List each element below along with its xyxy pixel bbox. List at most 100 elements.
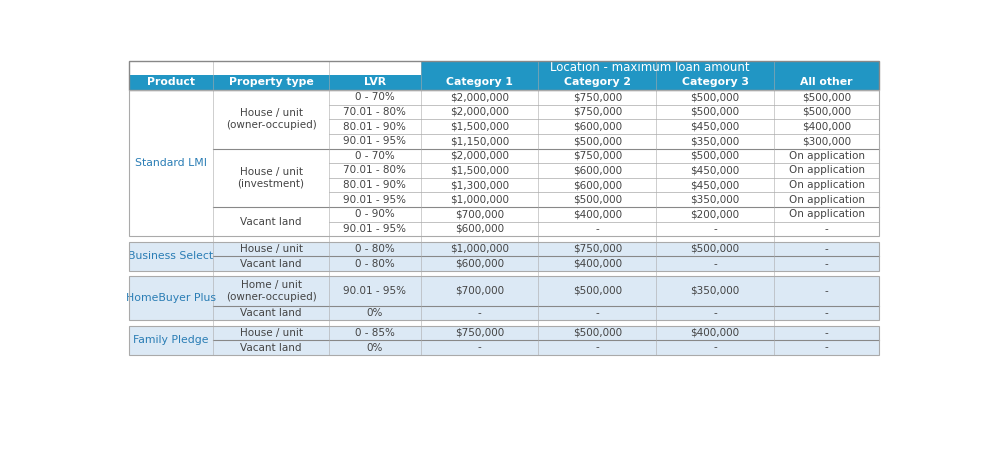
Text: 0%: 0% — [367, 343, 383, 353]
Bar — [774, 326, 880, 340]
Text: On application: On application — [789, 195, 865, 205]
Text: HomeBuyer Plus: HomeBuyer Plus — [126, 293, 216, 303]
Bar — [420, 61, 880, 74]
Bar — [330, 340, 420, 355]
Text: Location - maximum loan amount: Location - maximum loan amount — [550, 61, 750, 74]
Bar — [330, 74, 420, 90]
Bar — [129, 326, 213, 355]
Bar — [129, 90, 880, 237]
Bar — [656, 148, 774, 163]
Bar — [420, 207, 538, 222]
Text: $500,000: $500,000 — [802, 107, 851, 117]
Bar — [129, 242, 880, 271]
Bar — [213, 242, 330, 256]
Text: -: - — [477, 343, 481, 353]
Bar — [129, 90, 880, 237]
Text: 90.01 - 95%: 90.01 - 95% — [343, 195, 406, 205]
Text: Category 1: Category 1 — [446, 77, 513, 87]
Text: All other: All other — [800, 77, 853, 87]
Bar — [129, 326, 880, 355]
Bar — [538, 340, 656, 355]
Bar — [656, 222, 774, 237]
Bar — [774, 74, 880, 90]
Bar — [420, 276, 538, 306]
Text: 90.01 - 95%: 90.01 - 95% — [343, 286, 406, 296]
Text: 90.01 - 95%: 90.01 - 95% — [343, 136, 406, 146]
Text: 80.01 - 90%: 80.01 - 90% — [343, 121, 406, 132]
Bar — [420, 74, 538, 90]
Text: Vacant land: Vacant land — [240, 343, 302, 353]
Text: $400,000: $400,000 — [691, 328, 740, 338]
Bar — [330, 105, 420, 119]
Text: On application: On application — [789, 180, 865, 190]
Bar — [129, 242, 213, 271]
Text: $1,150,000: $1,150,000 — [450, 136, 509, 146]
Bar — [420, 163, 538, 178]
Bar — [420, 134, 538, 148]
Bar — [129, 276, 213, 320]
Text: $500,000: $500,000 — [691, 92, 740, 102]
Text: $350,000: $350,000 — [691, 136, 740, 146]
Bar — [774, 119, 880, 134]
Text: -: - — [825, 259, 829, 269]
Bar — [774, 306, 880, 320]
Bar — [330, 90, 420, 105]
Text: $300,000: $300,000 — [802, 136, 851, 146]
Text: $1,500,000: $1,500,000 — [450, 165, 509, 175]
Text: $1,000,000: $1,000,000 — [450, 195, 509, 205]
Bar — [330, 222, 420, 237]
Bar — [420, 326, 538, 340]
Text: House / unit: House / unit — [239, 244, 302, 254]
Bar — [656, 178, 774, 192]
Bar — [129, 276, 880, 320]
Text: 90.01 - 95%: 90.01 - 95% — [343, 224, 406, 234]
Text: $700,000: $700,000 — [455, 210, 504, 219]
Text: -: - — [825, 244, 829, 254]
Bar — [129, 61, 420, 74]
Text: Category 3: Category 3 — [682, 77, 749, 87]
Text: $400,000: $400,000 — [573, 259, 622, 269]
Text: -: - — [713, 308, 717, 318]
Text: $600,000: $600,000 — [455, 224, 504, 234]
Bar — [538, 134, 656, 148]
Bar — [330, 119, 420, 134]
Bar — [774, 222, 880, 237]
Bar — [774, 148, 880, 163]
Text: $750,000: $750,000 — [573, 107, 622, 117]
Text: $1,500,000: $1,500,000 — [450, 121, 509, 132]
Text: $2,000,000: $2,000,000 — [450, 151, 509, 161]
Bar — [420, 178, 538, 192]
Bar — [129, 276, 880, 320]
Text: Vacant land: Vacant land — [240, 308, 302, 318]
Text: On application: On application — [789, 165, 865, 175]
Bar — [213, 90, 330, 148]
Text: Business Select: Business Select — [129, 251, 214, 261]
Text: $1,000,000: $1,000,000 — [450, 244, 509, 254]
Bar — [538, 326, 656, 340]
Text: $450,000: $450,000 — [691, 165, 740, 175]
Bar — [330, 326, 420, 340]
Bar — [420, 256, 538, 271]
Bar — [213, 207, 330, 237]
Text: $600,000: $600,000 — [455, 259, 504, 269]
Bar — [213, 306, 330, 320]
Text: $600,000: $600,000 — [573, 180, 622, 190]
Bar — [420, 105, 538, 119]
Text: Product: Product — [147, 77, 195, 87]
Bar — [656, 326, 774, 340]
Bar — [330, 178, 420, 192]
Text: $500,000: $500,000 — [691, 107, 740, 117]
Bar — [538, 163, 656, 178]
Bar — [213, 256, 330, 271]
Text: $750,000: $750,000 — [573, 151, 622, 161]
Text: -: - — [825, 308, 829, 318]
Text: On application: On application — [789, 210, 865, 219]
Text: Vacant land: Vacant land — [240, 217, 302, 227]
Text: 70.01 - 80%: 70.01 - 80% — [343, 165, 406, 175]
Bar — [129, 74, 213, 90]
Text: 0 - 80%: 0 - 80% — [355, 244, 395, 254]
Text: -: - — [595, 343, 599, 353]
Text: -: - — [595, 224, 599, 234]
Text: -: - — [825, 224, 829, 234]
Bar — [656, 192, 774, 207]
